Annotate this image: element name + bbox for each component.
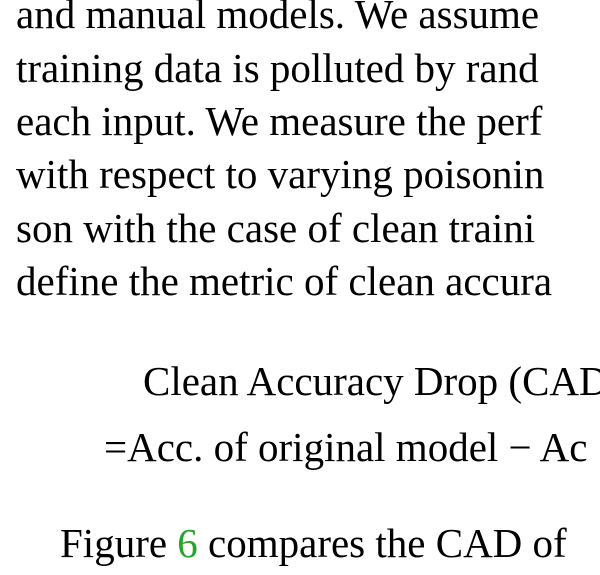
equation-line-2: =Acc. of original model − Ac (104, 421, 587, 474)
minus-sign: − (508, 424, 532, 470)
equals-sign: = (104, 424, 128, 470)
paragraph-line-3: each input. We measure the perf (16, 98, 543, 144)
paragraph-line-4: with respect to varying poisonin (16, 151, 545, 197)
figure-reference-line: Figure 6 compares the CAD of (60, 517, 567, 570)
equation-term-original: Acc. of original model (127, 424, 499, 470)
figure-suffix: compares the CAD of (197, 520, 567, 566)
equation-term-tail: Ac (539, 424, 588, 470)
figure-6-link[interactable]: 6 (177, 520, 198, 566)
equation-line-1: Clean Accuracy Drop (CAD (143, 358, 600, 404)
paragraph-line-1: and manual models. We assume (16, 0, 540, 37)
figure-prefix: Figure (60, 520, 178, 566)
paragraph-line-6: define the metric of clean accura (16, 258, 553, 304)
paragraph-line-2: training data is polluted by rand (16, 45, 539, 91)
paragraph-line-5: son with the case of clean traini (16, 205, 536, 251)
